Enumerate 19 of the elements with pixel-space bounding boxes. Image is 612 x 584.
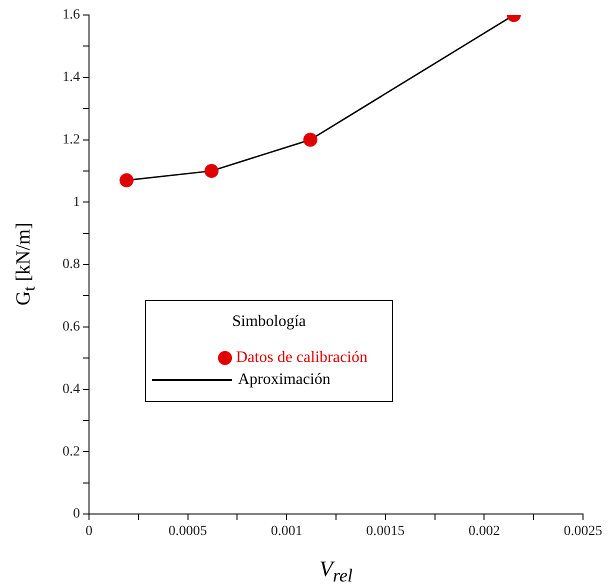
x-tick-label: 0.0025: [564, 524, 602, 540]
legend-label: Datos de calibración: [236, 349, 368, 367]
x-tick-label: 0.0005: [168, 524, 208, 540]
y-tick-label: 1.2: [62, 132, 80, 148]
y-tick-label: 0.8: [62, 257, 80, 272]
x-tick-label: 0.002: [468, 524, 500, 540]
y-tick-label: 0.6: [62, 320, 80, 335]
y-tick-label: 1.4: [62, 70, 80, 86]
legend-title: Simbología: [231, 313, 307, 331]
y-tick-label: 1: [73, 194, 80, 210]
x-tick-label: 0.0015: [366, 524, 405, 540]
x-tick-label: 0: [86, 524, 92, 540]
y-tick-label: 1.6: [62, 8, 80, 23]
y-tick-label: 0.4: [62, 382, 80, 397]
x-tick-label: 0.001: [270, 524, 302, 540]
legend-label: Aproximación: [238, 371, 330, 389]
x-axis-title: V$_{rel}$: [319, 556, 353, 584]
y-tick-label: 0: [73, 506, 80, 522]
y-tick-label: 0.2: [62, 444, 80, 460]
